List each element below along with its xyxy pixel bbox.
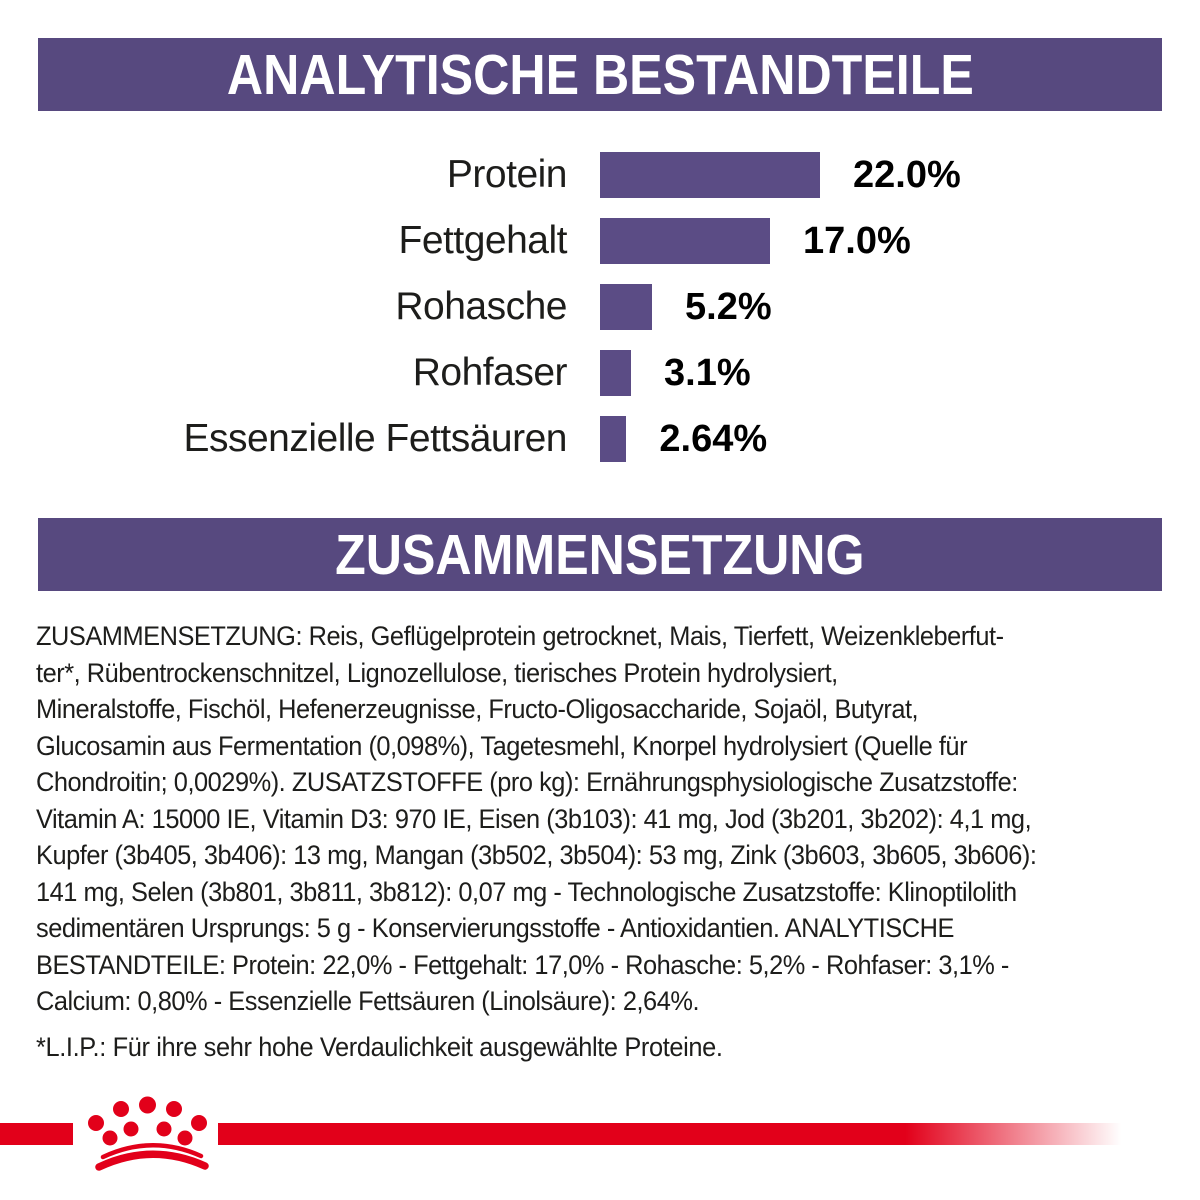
composition-line: ZUSAMMENSETZUNG: Reis, Geflügelprotein g…	[36, 621, 1004, 651]
chart-category-label: Rohfaser	[412, 351, 568, 394]
composition-line: Chondroitin; 0,0029%). ZUSATZSTOFFE (pro…	[36, 767, 1018, 797]
chart-bar	[600, 350, 631, 396]
chart-category-label: Protein	[446, 153, 568, 196]
chart-row: Protein 22.0%	[0, 152, 1200, 198]
chart-category-label: Essenzielle Fettsäuren	[183, 417, 567, 460]
section-title-composition: ZUSAMMENSETZUNG	[335, 522, 865, 587]
chart-row: Rohasche 5.2%	[0, 284, 1200, 330]
chart-bar	[600, 218, 770, 264]
chart-row: Fettgehalt 17.0%	[0, 218, 1200, 264]
chart-value-label: 17.0%	[803, 219, 911, 262]
chart-bar	[600, 152, 820, 198]
chart-category-label: Fettgehalt	[398, 219, 568, 262]
composition-line: 141 mg, Selen (3b801, 3b811, 3b812): 0,0…	[36, 876, 1017, 907]
section-title-analytic: ANALYTISCHE BESTANDTEILE	[226, 42, 974, 107]
chart-row: Essenzielle Fettsäuren 2.64%	[0, 416, 1200, 462]
chart-value-label: 3.1%	[664, 351, 751, 394]
red-stripe-right	[218, 1123, 1200, 1145]
composition-line: Vitamin A: 15000 IE, Vitamin D3: 970 IE,…	[36, 803, 1032, 834]
chart-category-label: Rohasche	[395, 285, 567, 328]
analytic-bar-chart: Protein 22.0% Fettgehalt 17.0% Rohasche …	[0, 152, 1200, 482]
composition-line: Calcium: 0,80% - Essenzielle Fettsäuren …	[36, 986, 700, 1016]
royal-canin-crown-icon	[88, 1096, 209, 1171]
composition-line: ter*, Rübentrockenschnitzel, Lignozellul…	[36, 657, 838, 688]
chart-bar	[600, 284, 652, 330]
section-header-analytic: ANALYTISCHE BESTANDTEILE	[38, 38, 1162, 111]
footer-brand-stripe	[0, 1096, 1200, 1171]
composition-line: BESTANDTEILE: Protein: 22,0% - Fettgehal…	[36, 949, 1009, 980]
chart-bar	[600, 416, 627, 462]
lip-footnote: *L.I.P.: Für ihre sehr hohe Verdaulichke…	[36, 1032, 723, 1062]
composition-line: sedimentären Ursprungs: 5 g - Konservier…	[36, 913, 954, 943]
chart-row: Rohfaser 3.1%	[0, 350, 1200, 396]
composition-line: Kupfer (3b405, 3b406): 13 mg, Mangan (3b…	[36, 840, 1037, 870]
red-stripe-left	[0, 1123, 73, 1145]
chart-value-label: 22.0%	[853, 153, 961, 196]
composition-line: Mineralstoffe, Fischöl, Hefenerzeugnisse…	[36, 694, 919, 724]
section-header-composition: ZUSAMMENSETZUNG	[38, 518, 1162, 591]
chart-value-label: 2.64%	[659, 417, 768, 460]
composition-line: Glucosamin aus Fermentation (0,098%), Ta…	[36, 730, 968, 761]
composition-text: ZUSAMMENSETZUNG: Reis, Geflügelprotein g…	[36, 618, 1176, 1020]
chart-value-label: 5.2%	[685, 285, 772, 328]
